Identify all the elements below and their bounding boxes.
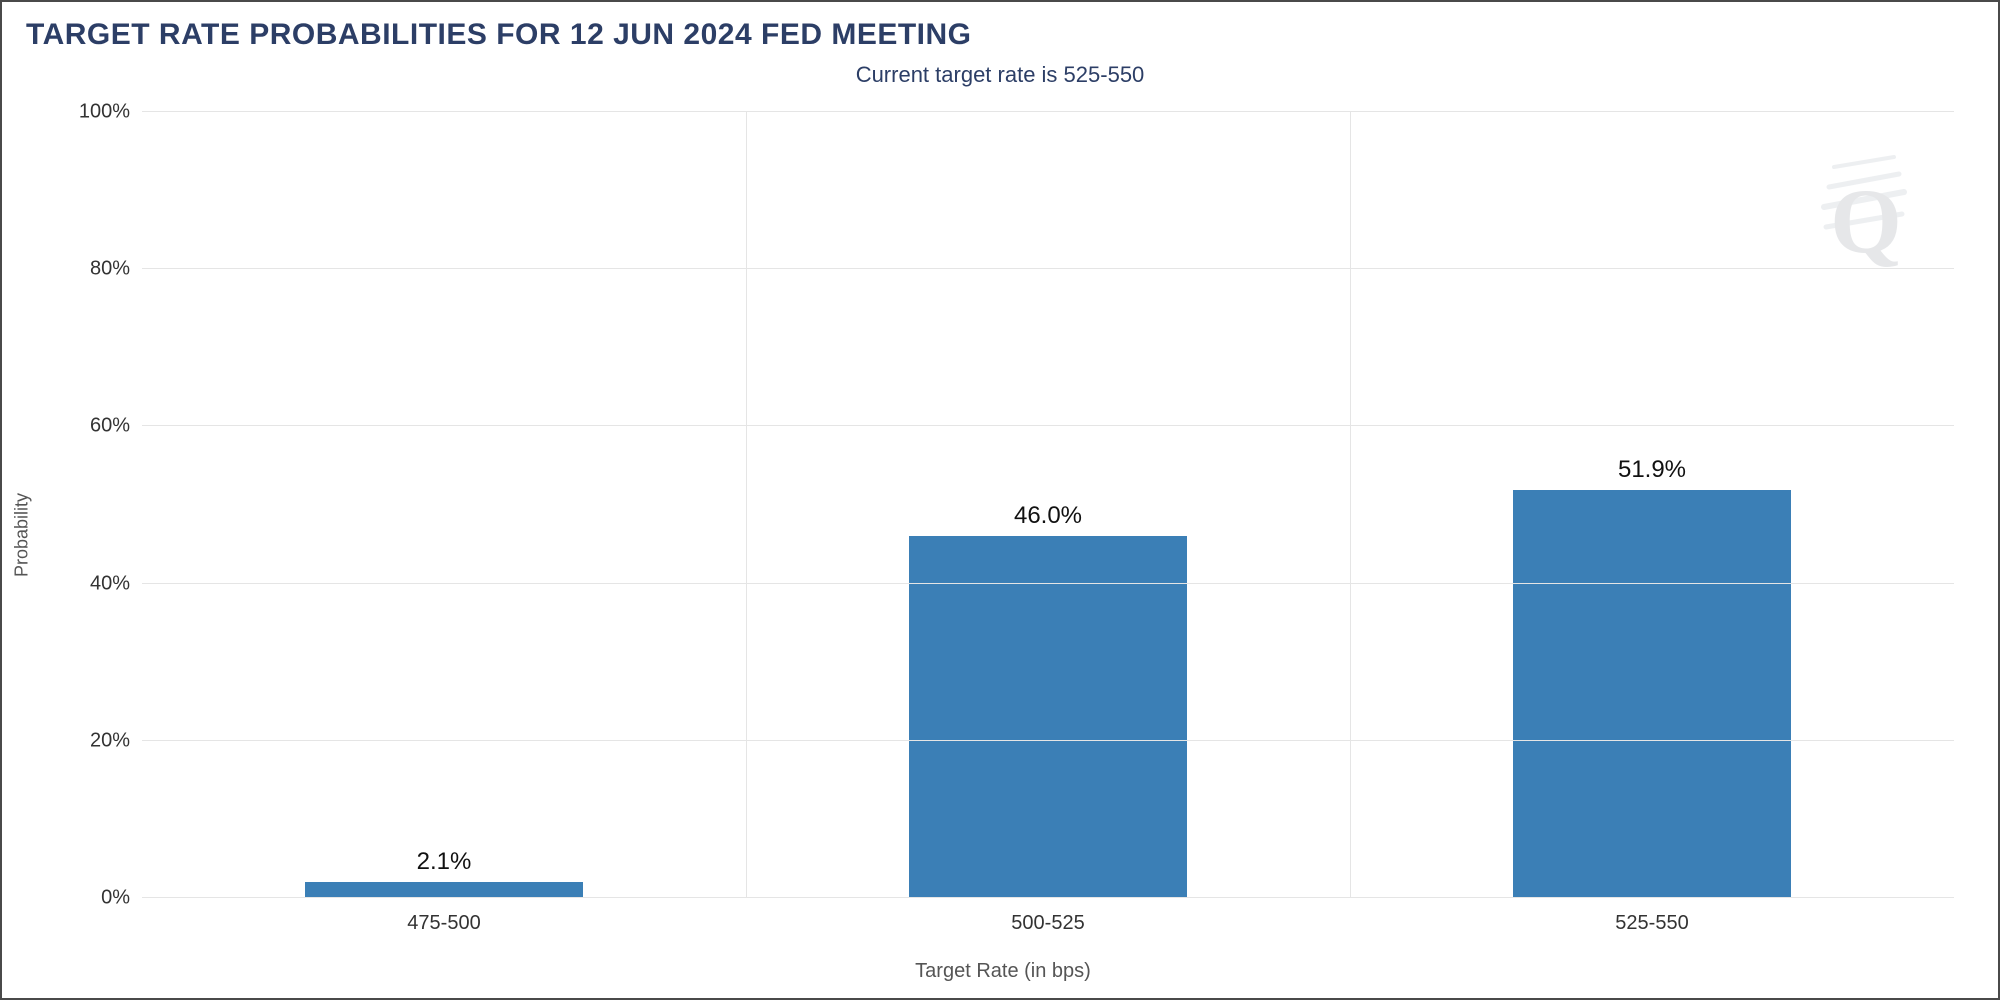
x-tick-label: 525-550 — [1615, 898, 1688, 935]
x-axis-label: Target Rate (in bps) — [915, 960, 1091, 983]
y-tick-label: 80% — [90, 258, 142, 281]
bar-slot: 51.9%525-550 — [1350, 112, 1954, 898]
x-tick-label: 500-525 — [1011, 898, 1084, 935]
gridline — [142, 740, 1954, 741]
chart-title: TARGET RATE PROBABILITIES FOR 12 JUN 202… — [26, 18, 1974, 52]
y-tick-label: 40% — [90, 572, 142, 595]
y-tick-label: 60% — [90, 415, 142, 438]
chart-frame: TARGET RATE PROBABILITIES FOR 12 JUN 202… — [0, 0, 2000, 1000]
gridline — [142, 111, 1954, 112]
bar — [305, 882, 583, 899]
gridline — [142, 897, 1954, 898]
y-tick-label: 20% — [90, 729, 142, 752]
chart-area: Probability 2.1%475-50046.0%500-52551.9%… — [32, 92, 1974, 978]
bar-value-label: 46.0% — [1014, 502, 1082, 530]
gridline — [142, 268, 1954, 269]
bar — [1513, 490, 1791, 898]
y-axis-label: Probability — [12, 493, 33, 577]
bar — [909, 536, 1187, 898]
gridline — [142, 425, 1954, 426]
bars-container: 2.1%475-50046.0%500-52551.9%525-550 — [142, 112, 1954, 898]
y-tick-label: 0% — [101, 887, 142, 910]
bar-slot: 2.1%475-500 — [142, 112, 746, 898]
y-tick-label: 100% — [79, 101, 142, 124]
gridline — [142, 583, 1954, 584]
bar-slot: 46.0%500-525 — [746, 112, 1350, 898]
x-tick-label: 475-500 — [407, 898, 480, 935]
bar-value-label: 51.9% — [1618, 456, 1686, 484]
chart-subtitle: Current target rate is 525-550 — [26, 62, 1974, 88]
bar-value-label: 2.1% — [417, 848, 472, 876]
plot-area: 2.1%475-50046.0%500-52551.9%525-550 Q 0%… — [142, 112, 1954, 898]
